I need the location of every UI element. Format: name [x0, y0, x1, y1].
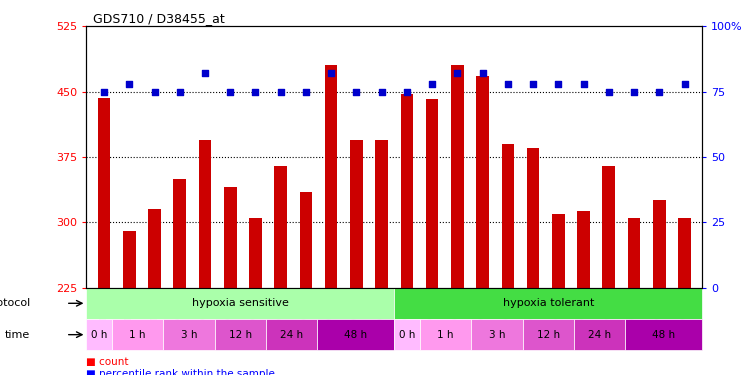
Text: ■ count: ■ count	[86, 357, 129, 367]
Bar	[523, 319, 574, 350]
Point	[300, 88, 312, 94]
Bar	[472, 319, 523, 350]
Bar	[602, 166, 615, 288]
Point	[527, 81, 539, 87]
Text: 3 h: 3 h	[489, 330, 505, 340]
Point	[325, 70, 337, 76]
Point	[628, 88, 640, 94]
Bar	[274, 166, 287, 288]
Bar	[476, 76, 489, 288]
Text: 24 h: 24 h	[280, 330, 303, 340]
Text: hypoxia tolerant: hypoxia tolerant	[502, 298, 594, 308]
Text: 48 h: 48 h	[652, 330, 675, 340]
Text: 12 h: 12 h	[229, 330, 252, 340]
Text: 24 h: 24 h	[588, 330, 611, 340]
Bar	[394, 288, 702, 319]
Point	[98, 88, 110, 94]
Text: hypoxia sensitive: hypoxia sensitive	[192, 298, 288, 308]
Bar	[173, 179, 186, 288]
Bar	[420, 319, 472, 350]
Point	[477, 70, 489, 76]
Point	[376, 88, 388, 94]
Bar	[625, 319, 702, 350]
Bar	[653, 201, 665, 288]
Bar	[376, 140, 388, 288]
Text: 0 h: 0 h	[399, 330, 415, 340]
Bar	[148, 209, 161, 288]
Point	[678, 81, 690, 87]
Bar	[552, 213, 565, 288]
Text: 0 h: 0 h	[91, 330, 107, 340]
Point	[578, 81, 590, 87]
Point	[351, 88, 363, 94]
Bar	[318, 319, 394, 350]
Bar	[112, 319, 164, 350]
Text: 3 h: 3 h	[181, 330, 198, 340]
Bar	[215, 319, 266, 350]
Point	[451, 70, 463, 76]
Bar	[502, 144, 514, 288]
Text: 1 h: 1 h	[129, 330, 146, 340]
Bar	[224, 188, 237, 288]
Point	[249, 88, 261, 94]
Point	[603, 88, 615, 94]
Bar	[123, 231, 136, 288]
Text: 1 h: 1 h	[437, 330, 454, 340]
Bar	[578, 211, 590, 288]
Bar	[678, 218, 691, 288]
Point	[123, 81, 135, 87]
Point	[149, 88, 161, 94]
Point	[401, 88, 413, 94]
Point	[199, 70, 211, 76]
Text: 12 h: 12 h	[537, 330, 559, 340]
Text: 48 h: 48 h	[344, 330, 367, 340]
Bar	[199, 140, 211, 288]
Text: ■ percentile rank within the sample: ■ percentile rank within the sample	[86, 369, 275, 375]
Bar	[300, 192, 312, 288]
Point	[173, 88, 185, 94]
Bar	[325, 66, 337, 288]
Bar	[628, 218, 641, 288]
Text: protocol: protocol	[0, 298, 30, 308]
Bar	[574, 319, 626, 350]
Bar	[350, 140, 363, 288]
Point	[426, 81, 438, 87]
Bar	[86, 319, 112, 350]
Bar	[394, 319, 420, 350]
Bar	[526, 148, 539, 288]
Bar	[98, 98, 110, 288]
Bar	[400, 94, 413, 288]
Point	[552, 81, 564, 87]
Text: GDS710 / D38455_at: GDS710 / D38455_at	[92, 12, 225, 25]
Bar	[249, 218, 262, 288]
Bar	[164, 319, 215, 350]
Point	[275, 88, 287, 94]
Point	[225, 88, 237, 94]
Bar	[86, 288, 394, 319]
Text: time: time	[5, 330, 30, 340]
Bar	[266, 319, 318, 350]
Bar	[451, 66, 463, 288]
Point	[653, 88, 665, 94]
Bar	[426, 99, 439, 288]
Point	[502, 81, 514, 87]
